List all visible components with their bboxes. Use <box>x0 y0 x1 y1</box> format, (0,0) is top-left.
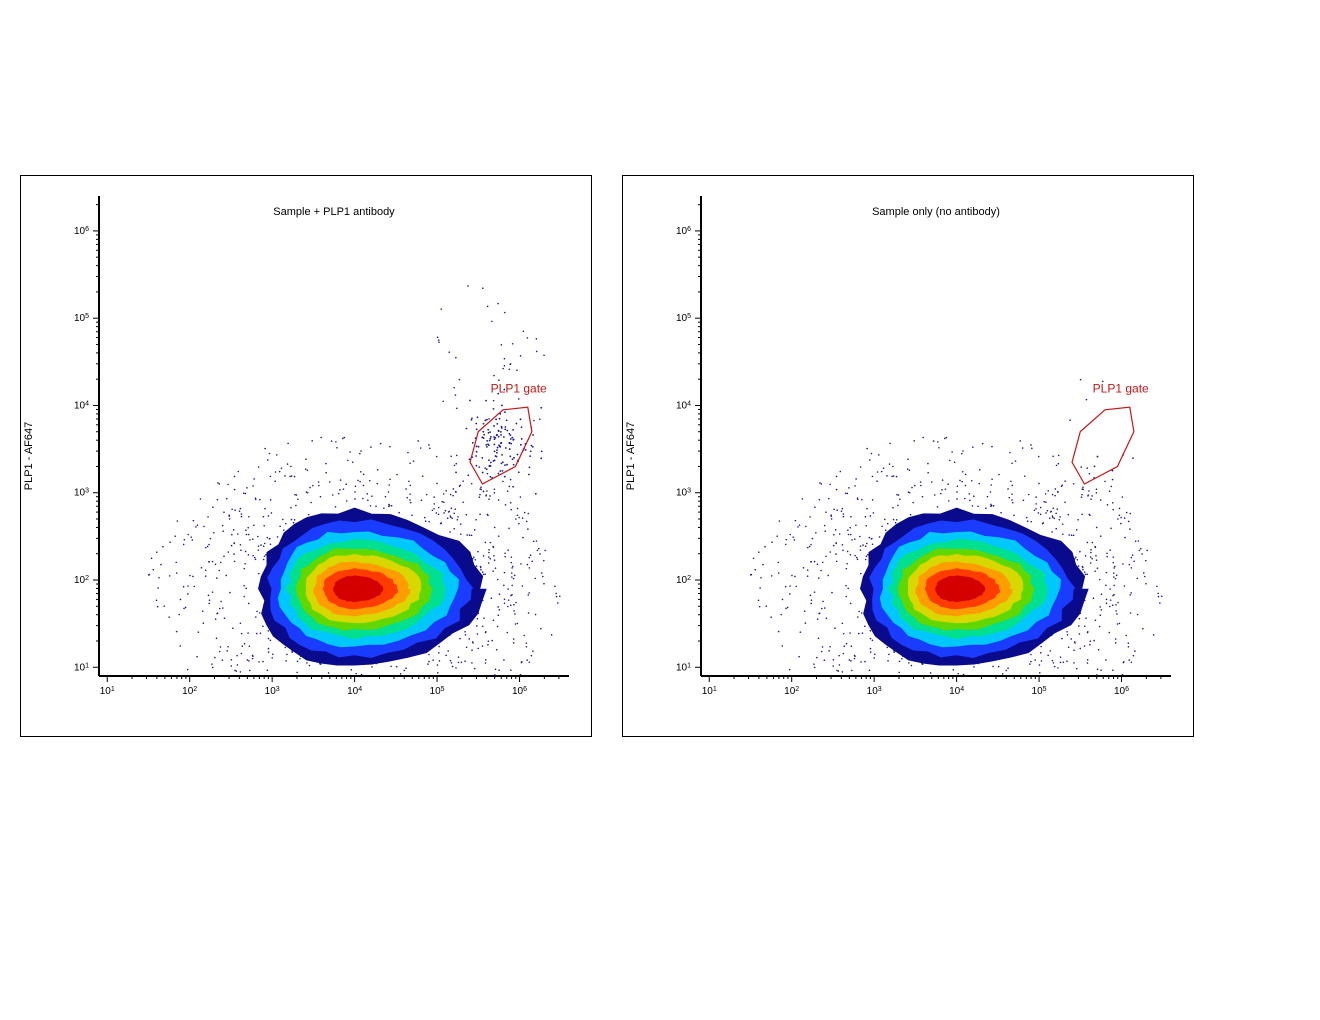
svg-text:106: 106 <box>1114 686 1129 698</box>
svg-text:102: 102 <box>74 575 89 587</box>
svg-text:102: 102 <box>182 686 197 698</box>
plp1-gate-outline <box>1072 407 1134 484</box>
svg-text:102: 102 <box>784 686 799 698</box>
high-scatter <box>437 285 545 421</box>
svg-text:101: 101 <box>702 686 717 698</box>
plp1-gate-outline <box>470 407 532 484</box>
svg-text:104: 104 <box>347 686 362 698</box>
svg-text:104: 104 <box>676 400 691 412</box>
svg-text:104: 104 <box>949 686 964 698</box>
panel-row: PLP1 - AF647 Sample + PLP1 antibody101102… <box>20 175 1300 737</box>
scatter-svg: 101102103104105106101102103104105106PLP1… <box>99 196 571 678</box>
flow-panel-left: PLP1 - AF647 Sample + PLP1 antibody101102… <box>20 175 592 737</box>
svg-text:106: 106 <box>512 686 527 698</box>
flow-panel-right: PLP1 - AF647 Sample only (no antibody)101… <box>622 175 1194 737</box>
svg-text:102: 102 <box>676 575 691 587</box>
svg-text:105: 105 <box>676 313 691 325</box>
svg-text:104: 104 <box>74 400 89 412</box>
figure-page: PLP1 - AF647 Sample + PLP1 antibody101102… <box>0 0 1320 1020</box>
svg-text:106: 106 <box>676 225 691 237</box>
density-contours <box>258 508 487 666</box>
y-axis-label: PLP1 - AF647 <box>23 422 35 491</box>
scatter-svg: 101102103104105106101102103104105106PLP1… <box>701 196 1173 678</box>
svg-text:105: 105 <box>74 313 89 325</box>
gated-cluster <box>455 389 542 495</box>
plp1-gate-label: PLP1 gate <box>1093 381 1149 395</box>
svg-text:101: 101 <box>100 686 115 698</box>
svg-text:103: 103 <box>265 686 280 698</box>
svg-text:105: 105 <box>430 686 445 698</box>
svg-text:101: 101 <box>74 662 89 674</box>
svg-text:103: 103 <box>867 686 882 698</box>
plot-area: Sample only (no antibody)101102103104105… <box>701 196 1171 676</box>
plot-area: Sample + PLP1 antibody101102103104105106… <box>99 196 569 676</box>
svg-text:106: 106 <box>74 225 89 237</box>
density-contours <box>860 508 1089 666</box>
svg-text:103: 103 <box>74 487 89 499</box>
svg-text:101: 101 <box>676 662 691 674</box>
svg-text:103: 103 <box>676 487 691 499</box>
y-axis-label: PLP1 - AF647 <box>625 422 637 491</box>
svg-text:105: 105 <box>1032 686 1047 698</box>
plp1-gate-label: PLP1 gate <box>491 381 547 395</box>
